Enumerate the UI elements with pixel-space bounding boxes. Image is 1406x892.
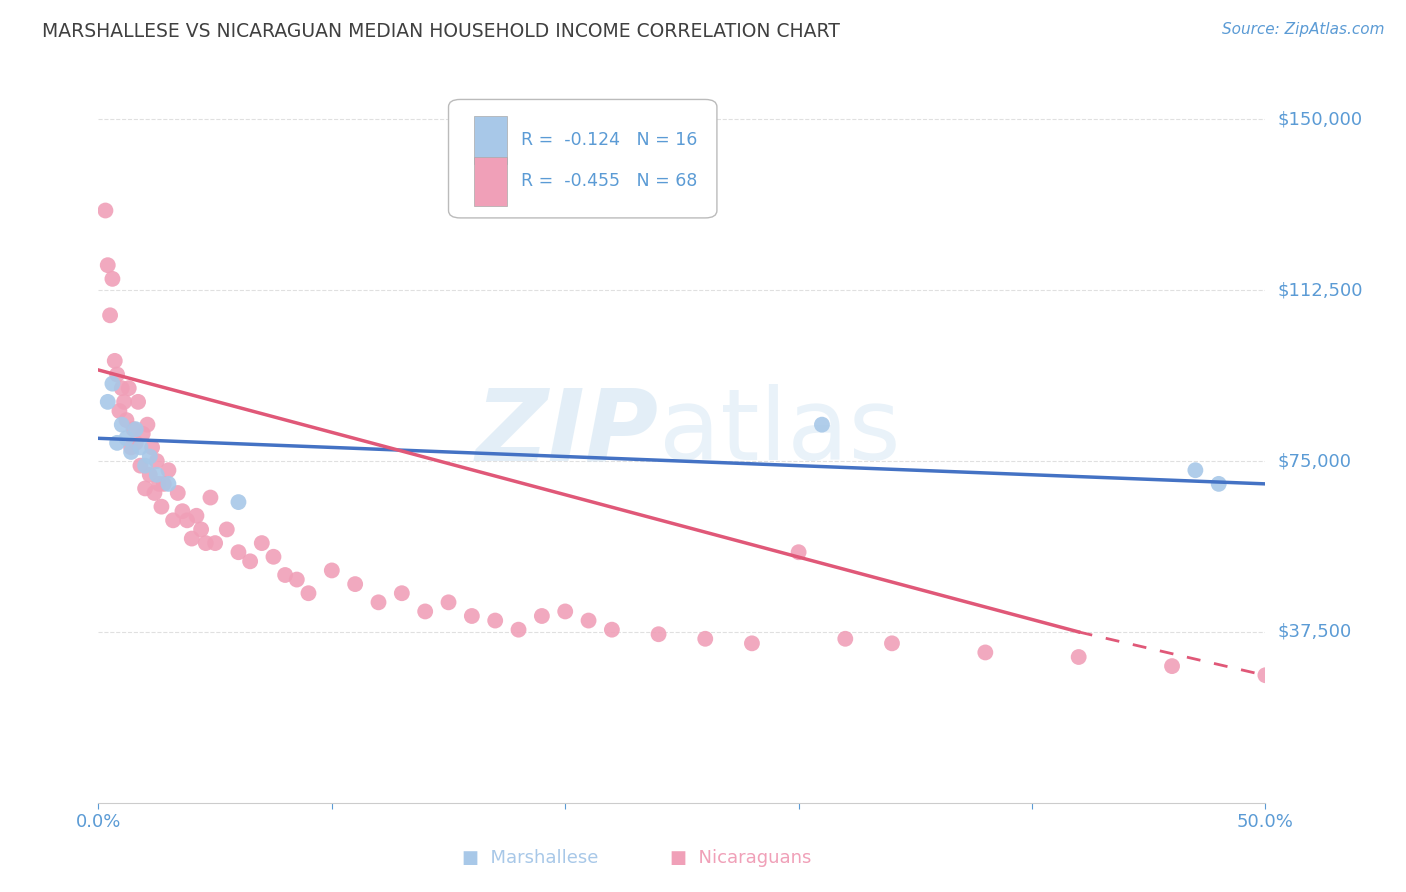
Point [122,422,145,436]
Point [108,404,131,418]
Point [215,523,238,537]
Point [461,609,484,624]
Point [437,595,460,609]
Point [115,413,138,427]
Point [98,308,121,322]
Point [146,467,169,482]
Point [101,272,124,286]
Point [974,645,997,659]
Point [600,623,623,637]
Point [129,458,152,473]
Point [508,623,530,637]
Point [530,609,553,624]
Point [157,476,180,491]
Point [413,604,436,618]
Point [127,395,149,409]
Point [321,564,343,578]
Text: $150,000: $150,000 [1277,111,1362,128]
Point [262,549,284,564]
Point [741,636,763,650]
Point [152,476,174,491]
FancyBboxPatch shape [449,99,717,218]
Point [120,445,142,459]
Point [186,508,208,523]
Point [554,604,576,618]
Point [150,500,173,514]
Point [1161,659,1184,673]
Text: R =  -0.455   N = 68: R = -0.455 N = 68 [520,172,697,191]
Point [157,463,180,477]
Point [787,545,810,559]
Point [204,536,226,550]
Text: ■  Marshallese: ■ Marshallese [463,849,599,867]
Point [118,381,141,395]
Point [104,354,127,368]
Point [194,536,217,550]
Point [105,435,128,450]
Text: Source: ZipAtlas.com: Source: ZipAtlas.com [1222,22,1385,37]
Point [250,536,273,550]
Point [129,441,152,455]
Point [297,586,319,600]
Text: MARSHALLESE VS NICARAGUAN MEDIAN HOUSEHOLD INCOME CORRELATION CHART: MARSHALLESE VS NICARAGUAN MEDIAN HOUSEHO… [42,22,839,41]
Point [101,376,124,391]
Text: ■  Nicaraguans: ■ Nicaraguans [669,849,811,867]
Point [134,458,156,473]
Point [132,426,155,441]
Point [880,636,903,650]
Point [228,545,250,559]
Point [172,504,194,518]
Point [274,568,297,582]
Point [97,395,120,409]
Point [115,431,138,445]
Point [367,595,389,609]
Point [228,495,250,509]
Text: R =  -0.124   N = 16: R = -0.124 N = 16 [520,131,697,149]
Point [1184,463,1206,477]
Point [125,422,148,436]
Point [143,486,166,500]
Point [166,486,188,500]
Point [1067,650,1090,665]
Point [94,203,117,218]
Text: atlas: atlas [658,384,900,481]
Bar [474,157,508,205]
Point [180,532,202,546]
Point [162,513,184,527]
Point [484,614,506,628]
Point [105,368,128,382]
Point [1208,476,1230,491]
Point [834,632,856,646]
Point [139,450,162,464]
Point [112,395,135,409]
Point [1254,668,1277,682]
Point [146,454,169,468]
Text: $37,500: $37,500 [1277,623,1351,641]
Point [285,573,308,587]
Point [647,627,669,641]
Point [111,417,134,432]
Point [134,482,156,496]
Point [141,441,163,455]
Text: $75,000: $75,000 [1277,452,1351,470]
Point [200,491,222,505]
Point [391,586,413,600]
Point [125,435,148,450]
Point [136,417,159,432]
Point [190,523,212,537]
Point [120,441,142,455]
Point [148,476,170,491]
Point [176,513,198,527]
Point [111,381,134,395]
Point [139,467,162,482]
Text: $112,500: $112,500 [1277,281,1362,299]
Point [239,554,262,568]
Bar [474,116,508,164]
Point [695,632,717,646]
Point [97,258,120,272]
Point [811,417,834,432]
Point [578,614,600,628]
Point [344,577,367,591]
Text: ZIP: ZIP [475,384,658,481]
